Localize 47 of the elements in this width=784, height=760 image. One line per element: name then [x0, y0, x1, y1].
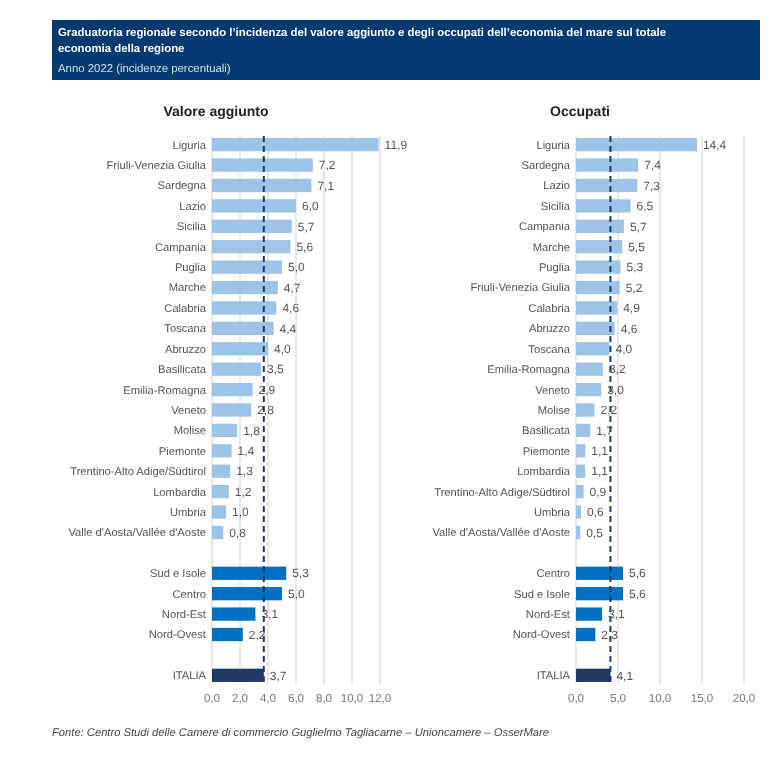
- bar: [212, 240, 291, 254]
- bar: [212, 403, 252, 417]
- bar: [212, 444, 232, 458]
- bar: [576, 464, 586, 478]
- bar: [576, 607, 603, 621]
- bar: [576, 199, 631, 213]
- bar: [212, 485, 229, 499]
- bar: [212, 342, 268, 356]
- bar: [212, 199, 296, 213]
- bar: [212, 321, 274, 335]
- bar: [212, 607, 256, 621]
- bar: [212, 280, 278, 295]
- bar: [212, 219, 292, 233]
- bar: [212, 362, 261, 376]
- bar: [576, 280, 620, 295]
- bar: [576, 321, 615, 335]
- bar: [212, 260, 282, 274]
- bar: [212, 158, 313, 172]
- bar: [576, 240, 623, 254]
- bar: [576, 362, 603, 376]
- bar: [576, 423, 591, 438]
- bar: [576, 485, 584, 499]
- bar: [576, 178, 638, 193]
- bar: [576, 505, 582, 519]
- bar: [576, 403, 595, 417]
- bar: [212, 505, 226, 519]
- bar: [576, 301, 618, 315]
- bar: [212, 178, 312, 193]
- bar: [576, 627, 596, 642]
- bar: [212, 138, 379, 152]
- bar: [212, 464, 231, 478]
- bar: [212, 382, 253, 397]
- bar: [576, 342, 610, 356]
- bar: [212, 566, 287, 580]
- bar: [576, 566, 624, 580]
- bar: [576, 219, 624, 233]
- bar: [576, 587, 624, 601]
- bar: [576, 382, 602, 397]
- bar: [576, 138, 697, 152]
- bar: [212, 423, 238, 438]
- bar: [212, 587, 282, 601]
- bar: [212, 301, 277, 315]
- bar: [576, 260, 621, 274]
- bar: [576, 158, 639, 172]
- bar: [212, 627, 243, 642]
- bar: [212, 525, 224, 540]
- bar: [576, 444, 586, 458]
